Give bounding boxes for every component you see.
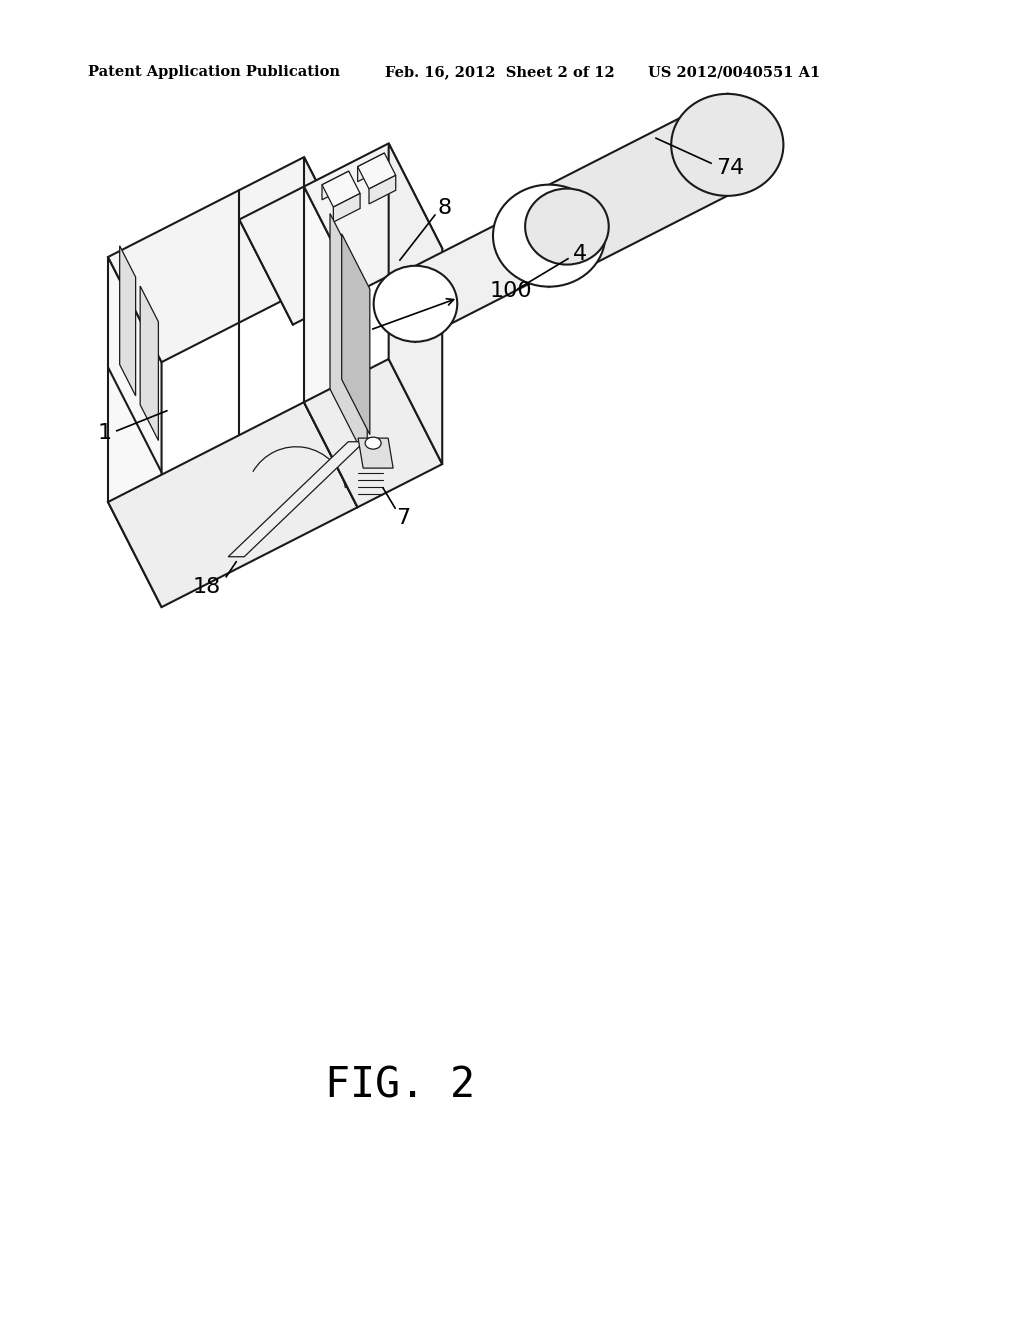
Polygon shape bbox=[358, 438, 393, 469]
Polygon shape bbox=[330, 214, 368, 462]
Polygon shape bbox=[304, 186, 357, 507]
Text: 7: 7 bbox=[396, 508, 411, 528]
Polygon shape bbox=[389, 144, 442, 465]
Polygon shape bbox=[416, 189, 567, 342]
Polygon shape bbox=[120, 246, 135, 396]
Polygon shape bbox=[240, 186, 357, 325]
Text: Feb. 16, 2012  Sheet 2 of 12: Feb. 16, 2012 Sheet 2 of 12 bbox=[385, 65, 614, 79]
Ellipse shape bbox=[493, 185, 605, 286]
Text: FIG. 2: FIG. 2 bbox=[325, 1064, 475, 1106]
Text: US 2012/0040551 A1: US 2012/0040551 A1 bbox=[648, 65, 820, 79]
Polygon shape bbox=[357, 153, 384, 182]
Text: Patent Application Publication: Patent Application Publication bbox=[88, 65, 340, 79]
Polygon shape bbox=[304, 157, 357, 507]
Ellipse shape bbox=[671, 94, 783, 195]
Polygon shape bbox=[108, 403, 357, 607]
Text: 100: 100 bbox=[490, 281, 532, 301]
Text: 4: 4 bbox=[573, 244, 587, 264]
Polygon shape bbox=[342, 234, 370, 434]
Text: 74: 74 bbox=[716, 158, 744, 178]
Polygon shape bbox=[228, 442, 365, 557]
Polygon shape bbox=[304, 359, 442, 507]
Polygon shape bbox=[369, 176, 395, 203]
Polygon shape bbox=[549, 94, 727, 286]
Polygon shape bbox=[357, 153, 395, 189]
Polygon shape bbox=[322, 172, 349, 199]
Polygon shape bbox=[108, 257, 162, 607]
Polygon shape bbox=[140, 286, 159, 441]
Ellipse shape bbox=[374, 265, 458, 342]
Polygon shape bbox=[322, 172, 360, 207]
Polygon shape bbox=[108, 157, 357, 362]
Text: 18: 18 bbox=[193, 577, 220, 597]
Polygon shape bbox=[334, 194, 360, 222]
Polygon shape bbox=[304, 144, 442, 292]
Ellipse shape bbox=[525, 189, 608, 264]
Text: 1: 1 bbox=[97, 422, 112, 442]
Text: 8: 8 bbox=[438, 198, 452, 218]
Ellipse shape bbox=[366, 437, 381, 449]
